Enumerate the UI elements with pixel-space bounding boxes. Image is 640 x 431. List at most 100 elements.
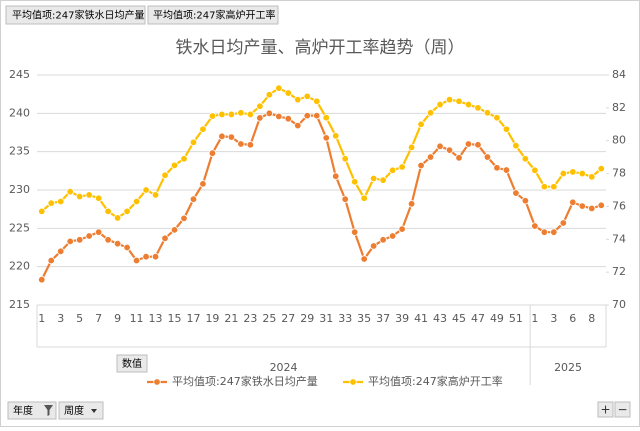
series-marker bbox=[47, 199, 55, 207]
series-marker bbox=[313, 97, 321, 105]
series-marker bbox=[521, 197, 530, 205]
series-marker bbox=[189, 195, 198, 203]
series-marker bbox=[151, 191, 160, 199]
zoom-label[interactable]: − bbox=[617, 403, 627, 417]
series-marker bbox=[208, 149, 217, 157]
series-marker bbox=[104, 236, 112, 244]
series-marker bbox=[38, 276, 46, 284]
series-marker bbox=[483, 109, 492, 117]
series-marker bbox=[94, 228, 103, 236]
series-marker bbox=[474, 104, 482, 112]
series-marker bbox=[85, 232, 93, 240]
x-tick-label: 21 bbox=[224, 312, 238, 325]
series-marker bbox=[417, 161, 425, 170]
zoom-label[interactable]: + bbox=[600, 403, 610, 417]
axis-field-label[interactable]: 周度 bbox=[64, 404, 84, 417]
series-marker bbox=[540, 228, 549, 236]
series-marker bbox=[369, 242, 378, 250]
x-tick-label: 31 bbox=[319, 312, 333, 325]
series-marker bbox=[445, 146, 454, 154]
series-marker bbox=[341, 155, 349, 163]
y2-tick-label: 84 bbox=[612, 68, 626, 81]
x-tick-label: 39 bbox=[395, 312, 409, 325]
dropdown-icon[interactable] bbox=[91, 409, 97, 413]
zoom-button[interactable] bbox=[597, 401, 614, 418]
series-marker bbox=[161, 234, 169, 242]
series-marker bbox=[502, 125, 511, 133]
x-tick-label: 6 bbox=[569, 312, 576, 325]
series-marker bbox=[161, 171, 169, 179]
series-marker bbox=[569, 198, 577, 206]
series-marker bbox=[597, 201, 605, 210]
series-marker bbox=[75, 236, 84, 244]
series-marker bbox=[455, 154, 463, 162]
series-marker bbox=[313, 111, 321, 120]
field-button[interactable] bbox=[147, 5, 279, 25]
axis-field-label[interactable]: 年度 bbox=[13, 404, 33, 417]
axis-field-button[interactable] bbox=[7, 401, 57, 420]
x-tick-label: 3 bbox=[550, 312, 557, 325]
series-marker bbox=[113, 214, 122, 222]
x-tick-label: 15 bbox=[168, 312, 182, 325]
filter-icon[interactable] bbox=[44, 405, 53, 416]
series-marker bbox=[597, 164, 605, 173]
series-marker bbox=[142, 253, 150, 261]
series-marker bbox=[350, 228, 359, 236]
axis-field-button[interactable] bbox=[58, 401, 104, 420]
series-marker bbox=[474, 141, 482, 149]
series-marker bbox=[332, 132, 340, 140]
series-marker bbox=[38, 207, 46, 216]
y-tick-label: 235 bbox=[9, 145, 30, 158]
x-tick-label: 19 bbox=[205, 312, 219, 325]
series-marker bbox=[237, 140, 245, 148]
series-marker bbox=[94, 194, 103, 202]
series-marker bbox=[436, 142, 444, 150]
series-marker bbox=[512, 189, 520, 197]
series-marker bbox=[417, 120, 425, 128]
field-button[interactable] bbox=[5, 5, 146, 25]
series-marker bbox=[398, 163, 406, 171]
field-button-label[interactable]: 平均值项:247家高炉开工率 bbox=[153, 9, 275, 22]
series-marker bbox=[151, 253, 160, 261]
x-tick-label: 11 bbox=[130, 312, 144, 325]
series-marker bbox=[227, 110, 236, 119]
field-button-label[interactable]: 平均值项:247家铁水日均产量 bbox=[12, 9, 144, 22]
series-marker bbox=[379, 176, 387, 184]
x-tick-label: 35 bbox=[357, 312, 371, 325]
series-marker bbox=[540, 183, 549, 191]
series-marker bbox=[275, 112, 283, 121]
series-marker bbox=[569, 168, 577, 176]
series-marker bbox=[369, 174, 378, 183]
value-button[interactable] bbox=[116, 354, 148, 373]
series-marker bbox=[57, 247, 65, 256]
x-tick-label: 1 bbox=[531, 312, 538, 325]
series-marker bbox=[436, 100, 444, 109]
series-marker bbox=[550, 183, 558, 191]
series-marker bbox=[66, 237, 74, 246]
series-marker bbox=[170, 161, 179, 170]
series-marker bbox=[180, 214, 188, 223]
legend-label: 平均值项:247家高炉开工率 bbox=[368, 374, 503, 388]
series-marker bbox=[360, 194, 368, 202]
x-tick-label: 33 bbox=[338, 312, 352, 325]
series-marker bbox=[104, 207, 112, 216]
y2-tick-label: 80 bbox=[612, 134, 626, 147]
series-marker bbox=[170, 226, 179, 234]
y-tick-label: 240 bbox=[9, 106, 30, 119]
value-button-label[interactable]: 数值 bbox=[122, 357, 142, 370]
x-tick-label: 37 bbox=[376, 312, 390, 325]
series-marker bbox=[521, 155, 530, 163]
series-marker bbox=[303, 111, 311, 120]
y2-tick-label: 74 bbox=[612, 232, 626, 245]
series-marker bbox=[407, 200, 416, 208]
zoom-button[interactable] bbox=[614, 401, 631, 418]
y-tick-label: 215 bbox=[9, 298, 30, 311]
series-marker bbox=[531, 166, 539, 174]
series-marker bbox=[208, 112, 217, 120]
series-marker bbox=[189, 138, 198, 147]
y2-tick-label: 82 bbox=[612, 101, 626, 114]
chart-title: 铁水日均产量、高炉开工率趋势（周） bbox=[176, 38, 465, 58]
series-marker bbox=[512, 141, 520, 150]
series-marker bbox=[123, 243, 131, 252]
